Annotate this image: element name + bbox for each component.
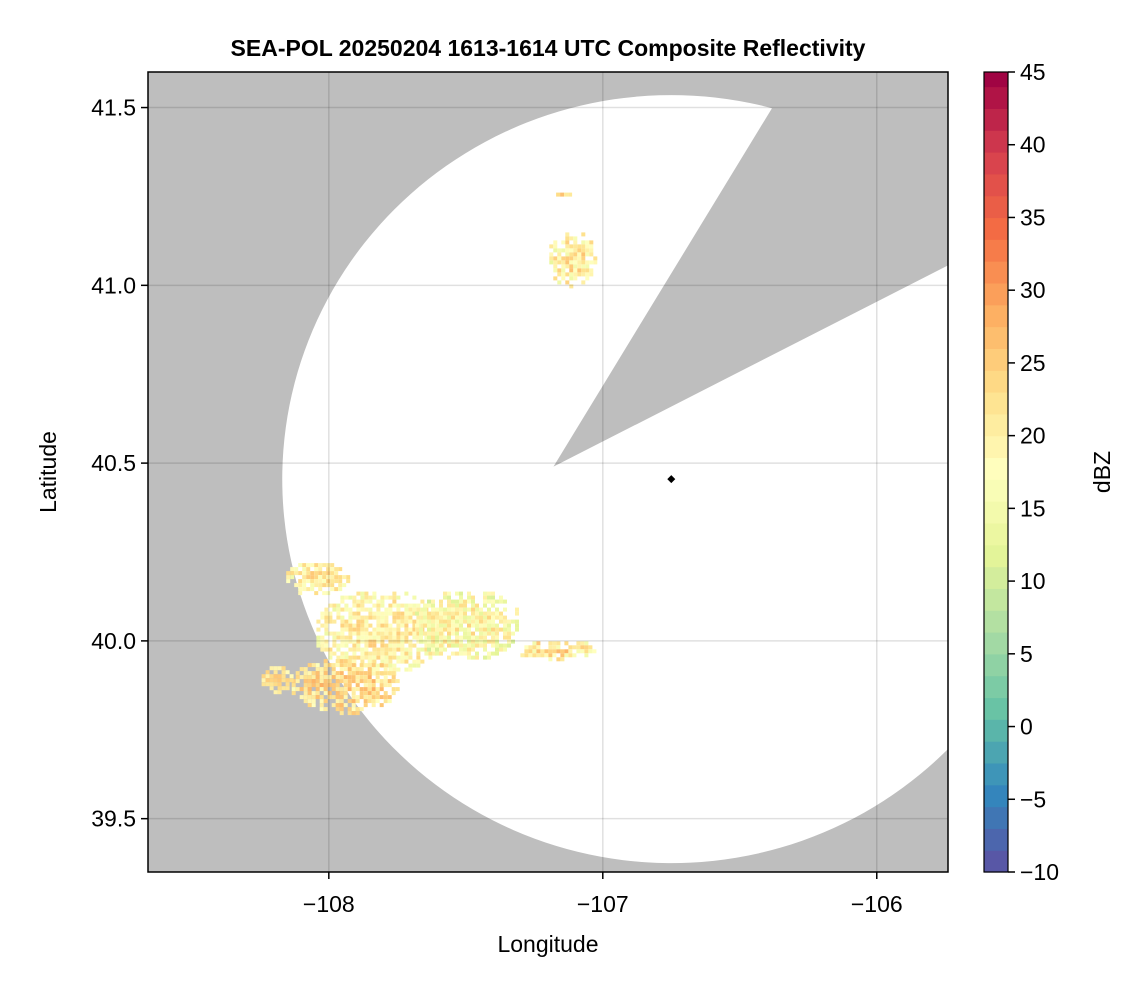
echo-region-southern-cell <box>291 659 400 716</box>
y-tick-label: 40.0 <box>91 628 136 654</box>
colorbar-segment <box>984 173 1008 197</box>
colorbar-segment <box>984 86 1008 109</box>
colorbar-tick: 20 <box>1008 423 1046 449</box>
colorbar-tick-label: 20 <box>1020 423 1046 449</box>
y-tick: 39.5 <box>91 806 148 832</box>
colorbar-segment <box>984 610 1008 633</box>
colorbar-segment <box>984 479 1008 502</box>
y-axis-label: Latitude <box>35 431 61 513</box>
colorbar-segment <box>984 675 1008 699</box>
echo-region-northern-cell <box>549 232 598 289</box>
colorbar-segment <box>984 806 1008 829</box>
chart-title: SEA-POL 20250204 1613-1614 UTC Composite… <box>231 35 866 61</box>
x-tick-label: −106 <box>851 891 903 917</box>
grid-lines <box>148 72 948 872</box>
colorbar-segment <box>984 522 1008 546</box>
x-tick: −107 <box>577 872 629 917</box>
colorbar-segment <box>984 632 1008 655</box>
colorbar-tick-label: 30 <box>1020 277 1046 303</box>
colorbar-segment <box>984 413 1008 437</box>
colorbar-tick-label: 35 <box>1020 204 1046 230</box>
colorbar-segment <box>984 653 1008 677</box>
x-tick: −108 <box>303 872 355 917</box>
colorbar-tick-label: 45 <box>1020 59 1046 85</box>
colorbar-tick-label: 40 <box>1020 132 1046 158</box>
colorbar-segment <box>984 72 1008 88</box>
colorbar-frame <box>983 71 1009 873</box>
colorbar-segment <box>984 435 1008 459</box>
echo-region-main-band-east <box>415 591 519 660</box>
x-tick-label: −107 <box>577 891 629 917</box>
colorbar-tick: −10 <box>1008 859 1059 885</box>
colorbar-segment <box>984 784 1008 808</box>
colorbar-tick: 5 <box>1008 641 1033 667</box>
colorbar-tick-label: 25 <box>1020 350 1046 376</box>
colorbar-tick-label: 15 <box>1020 495 1046 521</box>
echo-region-eastern-streak <box>520 641 597 662</box>
colorbar-tick: −5 <box>1008 786 1046 812</box>
x-axis-ticks: −108 −107 −106 <box>303 872 903 917</box>
plot-frame <box>147 71 949 873</box>
colorbar-segment <box>984 544 1008 568</box>
y-tick: 41.0 <box>91 272 148 298</box>
reflectivity-echoes <box>261 192 598 716</box>
radar-coverage-area <box>282 95 948 864</box>
colorbar-tick: 45 <box>1008 59 1046 85</box>
colorbar-segment <box>984 850 1008 873</box>
colorbar-segment <box>984 326 1008 349</box>
colorbar-tick-label: −10 <box>1020 859 1059 885</box>
colorbar-tick: 30 <box>1008 277 1046 303</box>
colorbar-segment <box>984 501 1008 524</box>
echo-region-main-band-west <box>316 591 445 676</box>
colorbar-segment <box>984 195 1008 219</box>
colorbar-segment <box>984 152 1008 175</box>
colorbar-segment <box>984 108 1008 131</box>
y-tick: 40.0 <box>91 628 148 654</box>
colorbar: −10 −5 0 5 10 15 20 25 30 35 40 45 <box>983 59 1059 885</box>
colorbar-segment <box>984 261 1008 284</box>
echo-region-northern-fragment <box>556 192 573 197</box>
colorbar-tick: 15 <box>1008 495 1046 521</box>
colorbar-segment <box>984 719 1008 742</box>
colorbar-tick-label: 10 <box>1020 568 1046 594</box>
y-tick-label: 40.5 <box>91 450 136 476</box>
colorbar-tick: 40 <box>1008 132 1046 158</box>
colorbar-segment <box>984 828 1008 851</box>
colorbar-segment <box>984 282 1008 306</box>
colorbar-segment <box>984 762 1008 786</box>
echo-region-northwest-streak <box>286 563 351 596</box>
colorbar-segment <box>984 130 1008 153</box>
colorbar-segment <box>984 239 1008 262</box>
x-axis-label: Longitude <box>497 931 598 957</box>
y-axis-ticks: 39.5 40.0 40.5 41.0 41.5 <box>91 95 148 832</box>
y-tick-label: 39.5 <box>91 806 136 832</box>
colorbar-tick: 0 <box>1008 714 1033 740</box>
colorbar-tick: 10 <box>1008 568 1046 594</box>
colorbar-tick: 35 <box>1008 204 1046 230</box>
colorbar-label: dBZ <box>1089 451 1115 493</box>
colorbar-tick: 25 <box>1008 350 1046 376</box>
colorbar-tick-label: 5 <box>1020 641 1033 667</box>
colorbar-segment <box>984 457 1008 480</box>
colorbar-segment <box>984 392 1008 415</box>
colorbar-segment <box>984 370 1008 393</box>
colorbar-segment <box>984 697 1008 720</box>
y-tick-label: 41.0 <box>91 272 136 298</box>
colorbar-segment <box>984 588 1008 611</box>
echo-region-southwest-cell <box>261 666 294 695</box>
x-tick: −106 <box>851 872 903 917</box>
colorbar-tick-label: −5 <box>1020 786 1046 812</box>
x-tick-label: −108 <box>303 891 355 917</box>
colorbar-tick-label: 0 <box>1020 714 1033 740</box>
colorbar-segment <box>984 304 1008 328</box>
colorbar-segment <box>984 348 1008 371</box>
colorbar-segment <box>984 741 1008 764</box>
radar-location-marker <box>667 475 676 484</box>
colorbar-segment <box>984 217 1008 240</box>
y-tick: 40.5 <box>91 450 148 476</box>
y-tick-label: 41.5 <box>91 95 136 121</box>
y-tick: 41.5 <box>91 95 148 121</box>
colorbar-segment <box>984 566 1008 589</box>
